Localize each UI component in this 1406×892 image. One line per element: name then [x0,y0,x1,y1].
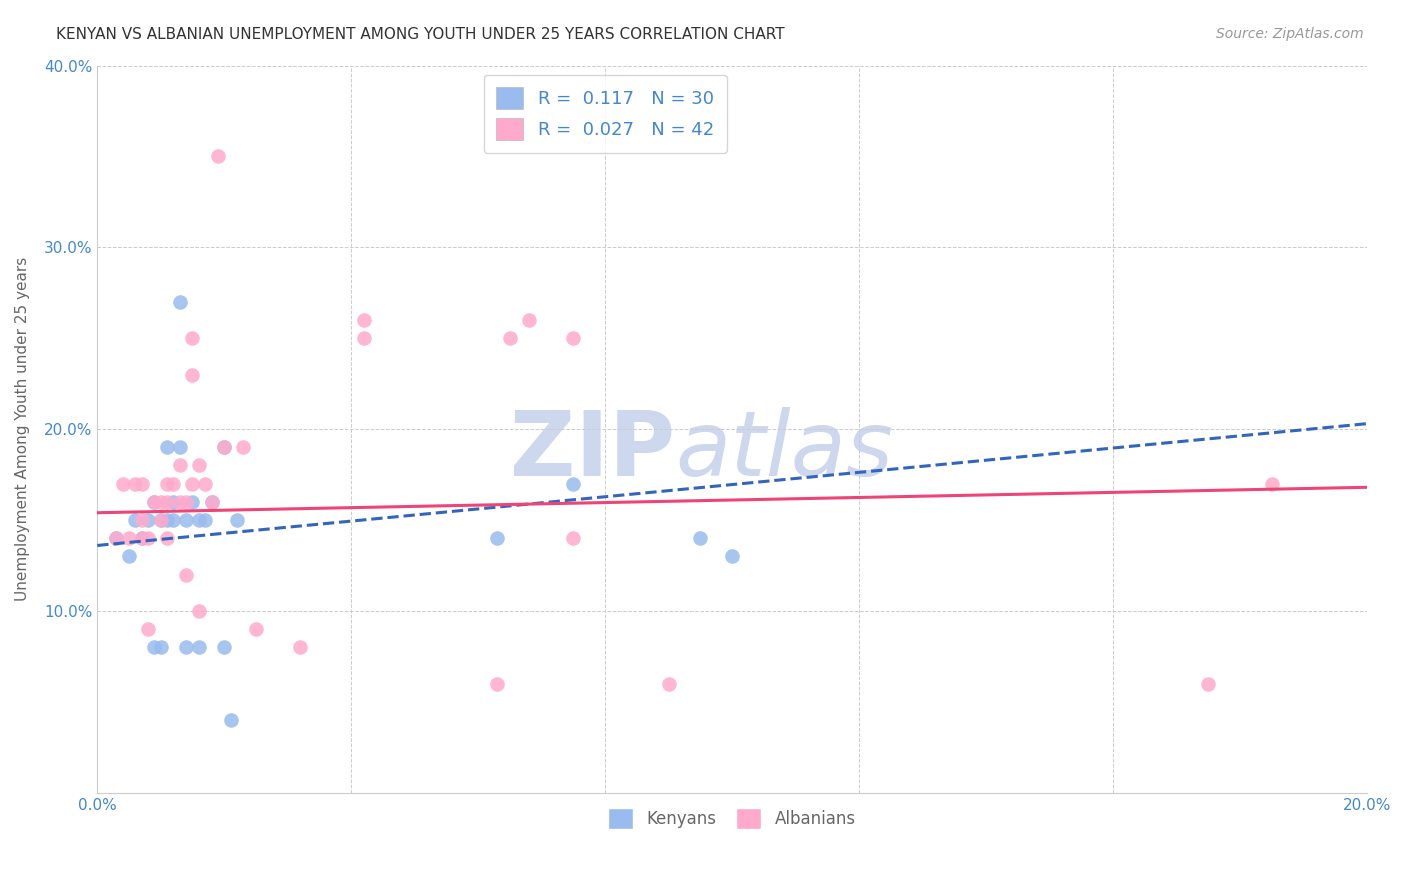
Point [194,513,217,527]
Point [200,495,222,509]
Point [562,331,585,345]
Point [187,604,209,618]
Point [187,513,209,527]
Point [562,476,585,491]
Point [181,368,204,382]
Point [486,531,509,545]
Point [162,476,184,491]
Point [131,531,153,545]
Point [562,531,585,545]
Point [149,495,172,509]
Point [118,549,141,564]
Point [169,294,191,309]
Point [131,531,153,545]
Point [105,531,128,545]
Point [156,513,179,527]
Point [143,640,166,655]
Point [156,476,179,491]
Point [187,640,209,655]
Point [721,549,744,564]
Point [174,567,197,582]
Point [499,331,522,345]
Text: Source: ZipAtlas.com: Source: ZipAtlas.com [1216,27,1364,41]
Point [174,495,197,509]
Point [169,495,191,509]
Point [353,313,375,327]
Text: ZIP: ZIP [510,407,675,495]
Point [136,622,159,636]
Point [156,440,179,454]
Point [149,640,172,655]
Point [658,676,681,690]
Point [174,513,197,527]
Point [169,440,191,454]
Point [105,531,128,545]
Point [143,495,166,509]
Point [136,513,159,527]
Point [689,531,711,545]
Point [212,640,235,655]
Point [212,440,235,454]
Text: KENYAN VS ALBANIAN UNEMPLOYMENT AMONG YOUTH UNDER 25 YEARS CORRELATION CHART: KENYAN VS ALBANIAN UNEMPLOYMENT AMONG YO… [56,27,785,42]
Point [486,676,509,690]
Point [136,531,159,545]
Point [245,622,267,636]
Point [1260,476,1282,491]
Point [149,513,172,527]
Y-axis label: Unemployment Among Youth under 25 years: Unemployment Among Youth under 25 years [15,257,30,601]
Point [162,495,184,509]
Point [124,476,146,491]
Point [162,513,184,527]
Point [200,495,222,509]
Point [111,476,134,491]
Point [143,495,166,509]
Point [194,476,217,491]
Legend: Kenyans, Albanians: Kenyans, Albanians [602,802,863,835]
Point [156,495,179,509]
Point [353,331,375,345]
Point [149,513,172,527]
Point [169,458,191,473]
Point [232,440,254,454]
Point [174,640,197,655]
Point [156,531,179,545]
Point [131,513,153,527]
Point [290,640,312,655]
Point [219,713,242,727]
Point [124,513,146,527]
Point [131,476,153,491]
Point [181,476,204,491]
Point [517,313,540,327]
Point [207,149,229,163]
Point [187,458,209,473]
Point [181,331,204,345]
Point [118,531,141,545]
Point [225,513,247,527]
Text: atlas: atlas [675,407,893,495]
Point [1197,676,1219,690]
Point [181,495,204,509]
Point [212,440,235,454]
